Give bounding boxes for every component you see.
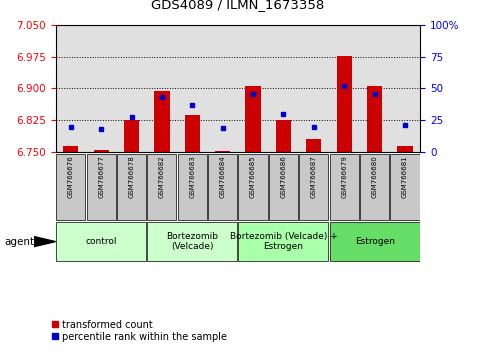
FancyBboxPatch shape bbox=[360, 154, 389, 220]
Bar bbox=[124, 120, 139, 152]
FancyBboxPatch shape bbox=[117, 154, 146, 220]
Bar bbox=[367, 86, 382, 152]
Text: GSM766687: GSM766687 bbox=[311, 155, 317, 198]
FancyBboxPatch shape bbox=[208, 154, 237, 220]
FancyBboxPatch shape bbox=[239, 154, 268, 220]
Text: GSM766684: GSM766684 bbox=[220, 155, 226, 198]
Bar bbox=[94, 150, 109, 152]
Bar bbox=[337, 56, 352, 152]
Text: GSM766677: GSM766677 bbox=[98, 155, 104, 198]
FancyBboxPatch shape bbox=[147, 222, 237, 261]
Text: GSM766686: GSM766686 bbox=[281, 155, 286, 198]
Bar bbox=[185, 115, 200, 152]
Text: Bortezomib (Velcade) +
Estrogen: Bortezomib (Velcade) + Estrogen bbox=[229, 232, 337, 251]
Bar bbox=[276, 120, 291, 152]
FancyBboxPatch shape bbox=[269, 154, 298, 220]
FancyBboxPatch shape bbox=[56, 222, 146, 261]
Text: GSM766683: GSM766683 bbox=[189, 155, 195, 198]
Text: GSM766680: GSM766680 bbox=[371, 155, 378, 198]
Bar bbox=[245, 86, 261, 152]
Polygon shape bbox=[34, 236, 56, 247]
Text: Estrogen: Estrogen bbox=[355, 237, 395, 246]
FancyBboxPatch shape bbox=[330, 154, 359, 220]
Text: Bortezomib
(Velcade): Bortezomib (Velcade) bbox=[166, 232, 218, 251]
FancyBboxPatch shape bbox=[147, 154, 176, 220]
Text: GSM766681: GSM766681 bbox=[402, 155, 408, 198]
Text: GSM766679: GSM766679 bbox=[341, 155, 347, 198]
FancyBboxPatch shape bbox=[299, 154, 328, 220]
Bar bbox=[154, 91, 170, 152]
Bar bbox=[306, 139, 322, 152]
Text: GSM766678: GSM766678 bbox=[128, 155, 135, 198]
Legend: transformed count, percentile rank within the sample: transformed count, percentile rank withi… bbox=[51, 320, 227, 342]
Text: GDS4089 / ILMN_1673358: GDS4089 / ILMN_1673358 bbox=[151, 0, 325, 11]
FancyBboxPatch shape bbox=[330, 222, 420, 261]
FancyBboxPatch shape bbox=[239, 222, 328, 261]
Bar bbox=[63, 146, 78, 152]
Bar bbox=[398, 146, 412, 152]
FancyBboxPatch shape bbox=[390, 154, 420, 220]
Text: GSM766685: GSM766685 bbox=[250, 155, 256, 198]
FancyBboxPatch shape bbox=[86, 154, 116, 220]
Text: GSM766682: GSM766682 bbox=[159, 155, 165, 198]
Text: GSM766676: GSM766676 bbox=[68, 155, 74, 198]
Text: control: control bbox=[85, 237, 117, 246]
FancyBboxPatch shape bbox=[178, 154, 207, 220]
Text: agent: agent bbox=[5, 236, 35, 247]
FancyBboxPatch shape bbox=[56, 154, 85, 220]
